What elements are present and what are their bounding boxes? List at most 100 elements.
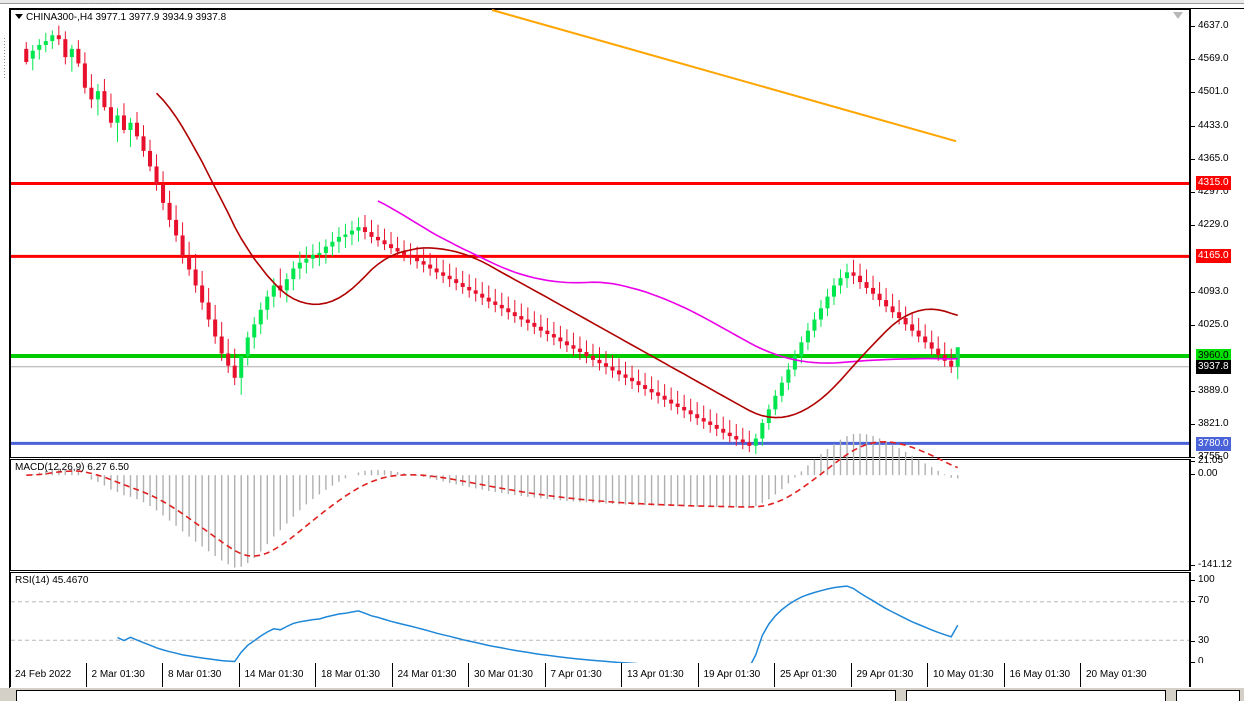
time-axis-label: 30 Mar 01:30	[474, 669, 533, 680]
price-tick-label: 4433.0	[1198, 119, 1229, 131]
rsi-tick	[1191, 601, 1195, 603]
rsi-tick-label: 30	[1198, 634, 1210, 646]
price-tick-label: 4229.0	[1198, 219, 1229, 231]
triangle-down-icon[interactable]	[15, 14, 23, 19]
macd-tick	[1191, 565, 1195, 567]
chart-tab[interactable]	[906, 690, 1166, 701]
rsi-plot	[11, 585, 1189, 669]
time-axis-label: 14 Mar 01:30	[244, 669, 304, 680]
time-separator	[162, 663, 163, 687]
rsi-pane[interactable]: RSI(14) 45.4670	[10, 572, 1190, 670]
price-tick	[1191, 456, 1195, 458]
time-axis-label: 25 Apr 01:30	[780, 669, 837, 680]
rsi-tick-label: 70	[1198, 595, 1210, 607]
price-scale-main[interactable]: 4637.0 4569.0 4501.0 4433.0 4365.0 4297.0 4229…	[1190, 9, 1244, 461]
time-separator	[697, 663, 699, 687]
time-separator	[391, 663, 393, 687]
rsi-tick-label: 100	[1198, 574, 1215, 585]
time-separator	[850, 663, 852, 687]
time-separator	[85, 663, 87, 687]
price-tick-label: 4365.0	[1198, 152, 1229, 164]
left-grip-icon[interactable]	[2, 38, 7, 78]
macd-tick-label: 21.05	[1198, 454, 1224, 466]
time-axis-label: 7 Apr 01:30	[550, 669, 602, 680]
top-rail-inner	[0, 0, 1244, 4]
price-badge-support-3960[interactable]: 3960.0	[1196, 349, 1231, 364]
time-axis-label: 16 May 01:30	[1009, 669, 1071, 680]
axis-corner	[1190, 663, 1244, 687]
time-axis-label: 24 Feb 2022	[15, 669, 72, 680]
price-tick	[1191, 324, 1195, 326]
price-tick-label: 3821.0	[1198, 418, 1229, 430]
scroll-marker-icon[interactable]	[1173, 12, 1183, 19]
time-axis[interactable]: 24 Feb 2022 2 Mar 01:30 8 Mar 01:30 14 Mar …	[10, 663, 1190, 687]
time-axis-label: 29 Apr 01:30	[856, 669, 914, 680]
macd-pane[interactable]: MACD(12,26,9) 6.27 6.50	[10, 433, 1190, 571]
price-tick-label: 3889.0	[1198, 385, 1229, 397]
price-tick	[1191, 59, 1195, 61]
macd-tick-label: -141.12	[1198, 559, 1232, 571]
macd-pane-label: MACD(12,26,9) 6.27 6.50	[15, 462, 129, 473]
price-badge-last-price-3937[interactable]: 3937.8	[1196, 360, 1231, 375]
time-axis-label: 19 Apr 01:30	[703, 669, 761, 680]
rsi-tick	[1191, 580, 1195, 581]
price-tick-label: 4297.0	[1198, 186, 1229, 198]
time-axis-label: 18 Mar 01:30	[321, 669, 380, 680]
time-separator	[468, 663, 469, 687]
time-axis-label: 24 Mar 01:30	[397, 669, 457, 680]
price-tick-label: 4637.0	[1198, 20, 1229, 32]
rsi-tick	[1191, 640, 1195, 642]
price-scale-macd[interactable]: 21.05 0.00 -141.12	[1190, 454, 1244, 571]
price-tick	[1191, 424, 1195, 426]
chart-tab[interactable]	[1176, 690, 1240, 701]
time-axis-label: 2 Mar 01:30	[91, 669, 145, 680]
price-tick-label: 4569.0	[1198, 53, 1229, 65]
price-badge-resistance-4315[interactable]: 4315.0	[1196, 176, 1231, 191]
macd-tick	[1191, 460, 1195, 462]
time-axis-label: 8 Mar 01:30	[168, 669, 222, 680]
price-badge-support-3780[interactable]: 3780.0	[1196, 437, 1231, 452]
price-scale[interactable]: 4637.0 4569.0 4501.0 4433.0 4365.0 4297.0 4229…	[1190, 9, 1244, 693]
price-pane[interactable]: CHINA300-,H4 3977.1 3977.9 3934.9 3937.8	[10, 9, 1190, 458]
price-badge-resistance-4165[interactable]: 4165.0	[1196, 249, 1231, 264]
chart-tab-bar[interactable]	[0, 688, 1244, 701]
time-axis-label: 10 May 01:30	[933, 669, 994, 680]
time-axis-label: 20 May 01:30	[1086, 669, 1147, 680]
macd-tick	[1191, 474, 1195, 476]
time-separator	[544, 663, 546, 687]
price-tick	[1191, 225, 1195, 227]
macd-plot	[26, 433, 959, 568]
left-rail	[0, 8, 10, 694]
time-separator	[238, 663, 240, 687]
rsi-pane-label: RSI(14) 45.4670	[15, 575, 89, 586]
time-separator	[1080, 663, 1081, 687]
time-axis-label: 13 Apr 01:30	[627, 669, 684, 680]
time-separator	[1003, 663, 1005, 687]
price-pane-label: CHINA300-,H4 3977.1 3977.9 3934.9 3937.8	[15, 12, 226, 23]
price-scale-rsi[interactable]: 100 70 30 0	[1190, 572, 1244, 670]
price-tick	[1191, 192, 1195, 194]
price-tick-label: 3755.0	[1198, 450, 1229, 462]
price-tick	[1191, 26, 1195, 28]
time-separator	[315, 663, 316, 687]
chart-tab[interactable]	[16, 690, 896, 701]
price-tick-label: 4501.0	[1198, 86, 1229, 98]
time-separator	[927, 663, 928, 687]
time-separator	[774, 663, 775, 687]
price-tick	[1191, 391, 1195, 393]
price-tick	[1191, 158, 1195, 160]
chart-area[interactable]: CHINA300-,H4 3977.1 3977.9 3934.9 3937.8…	[10, 9, 1190, 693]
price-tick	[1191, 92, 1195, 94]
price-plot	[11, 9, 1189, 455]
rsi-tick-label: 0	[1198, 656, 1204, 667]
price-tick-label: 4093.0	[1198, 285, 1229, 297]
window-grip-icon[interactable]	[78, 1, 118, 6]
top-rail	[0, 0, 1244, 9]
rsi-tick	[1191, 662, 1195, 663]
macd-tick-label: 0.00	[1198, 468, 1218, 480]
price-tick	[1191, 291, 1195, 293]
time-separator	[621, 663, 622, 687]
price-tick-label: 4025.0	[1198, 318, 1229, 330]
